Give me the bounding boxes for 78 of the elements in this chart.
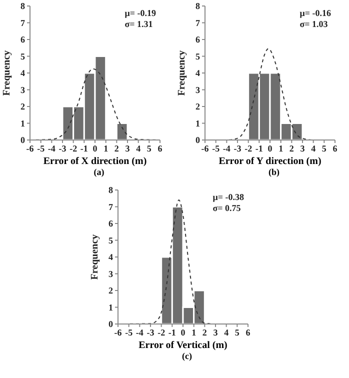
x-tick-label: -1: [168, 327, 176, 338]
x-tick-label: 5: [146, 143, 152, 154]
y-tick-label: 1: [108, 302, 114, 312]
y-tick-label: 2: [20, 102, 26, 112]
annotation: σ= 1.03: [300, 19, 329, 30]
x-tick-label: 4: [136, 143, 142, 154]
y-tick-label: 2: [108, 286, 114, 296]
y-tick-label: 8: [108, 185, 114, 196]
x-axis-title: Error of Y direction (m): [218, 156, 322, 167]
x-tick-label: 4: [224, 327, 230, 338]
x-tick-label: -5: [212, 143, 220, 154]
x-tick-label: -6: [26, 143, 34, 154]
x-tick-label: 6: [332, 143, 338, 154]
y-tick-label: 3: [196, 84, 200, 95]
y-tick-label: 0: [108, 319, 114, 330]
x-tick-label: 6: [246, 327, 251, 338]
annotation: μ= -0.16: [300, 8, 331, 19]
x-tick-label: 3: [300, 143, 306, 154]
y-tick-label: 1: [196, 118, 200, 128]
y-tick-label: 1: [20, 118, 26, 128]
annotation: μ= -0.19: [124, 8, 156, 19]
x-tick-label: 4: [311, 143, 316, 154]
y-tick-label: 7: [196, 18, 200, 28]
x-tick-label: 2: [289, 143, 294, 154]
x-tick-label: -3: [58, 143, 67, 154]
x-tick-label: -4: [48, 143, 56, 154]
y-tick-label: 8: [20, 1, 26, 12]
x-tick-label: -6: [201, 143, 210, 154]
text: (c): [181, 351, 193, 361]
annotation: σ= 1.31: [124, 19, 154, 30]
x-tick-label: 0: [92, 143, 98, 154]
y-axis-title: Frequency: [90, 234, 101, 280]
y-tick-label: 5: [196, 51, 200, 62]
x-tick-label: -2: [70, 143, 78, 154]
y-tick-label: 7: [108, 202, 114, 212]
y-tick-label: 6: [196, 34, 200, 45]
y-tick-label: 5: [20, 51, 26, 62]
x-axis-title: Error of Vertical (m): [138, 340, 228, 351]
x-tick-label: -2: [244, 143, 253, 154]
x-tick-label: -3: [234, 143, 242, 154]
x-tick-label: -5: [37, 143, 46, 154]
y-tick-label: 0: [196, 135, 200, 146]
y-tick-label: 6: [108, 218, 114, 229]
y-tick-label: 3: [20, 84, 26, 95]
y-axis-title: Frequency: [2, 50, 13, 96]
y-tick-label: 5: [108, 235, 114, 246]
y-tick-label: 0: [20, 135, 26, 146]
y-axis-title: Frequency: [176, 50, 188, 96]
x-tick-label: -4: [222, 143, 231, 154]
y-tick-label: 4: [196, 68, 200, 78]
x-tick-label: -1: [80, 143, 88, 154]
x-tick-label: 5: [322, 143, 327, 154]
x-tick-label: 3: [125, 143, 130, 154]
x-tick-label: 0: [180, 327, 186, 338]
y-tick-label: 6: [20, 34, 26, 45]
x-tick-label: 0: [268, 143, 273, 154]
y-tick-label: 4: [108, 252, 114, 262]
annotation: μ= -0.38: [212, 192, 244, 203]
x-tick-label: -1: [255, 143, 264, 154]
text: (b): [268, 167, 280, 177]
x-tick-label: -5: [125, 327, 134, 338]
x-tick-label: 1: [278, 143, 284, 154]
y-tick-label: 7: [20, 18, 26, 28]
y-tick-label: 3: [108, 268, 114, 279]
x-tick-label: 3: [213, 327, 218, 338]
x-tick-label: 6: [158, 143, 163, 154]
annotation: σ= 0.75: [212, 203, 242, 214]
x-tick-label: -3: [146, 327, 155, 338]
x-tick-label: -4: [136, 327, 144, 338]
x-tick-label: 2: [202, 327, 208, 338]
x-tick-label: -2: [158, 327, 166, 338]
x-tick-label: -6: [114, 327, 122, 338]
x-tick-label: 5: [234, 327, 240, 338]
x-axis-title: Error of X direction (m): [42, 156, 148, 167]
y-tick-label: 8: [196, 1, 200, 12]
text: (a): [92, 167, 106, 177]
y-tick-label: 2: [196, 102, 200, 112]
y-tick-label: 4: [20, 68, 26, 78]
